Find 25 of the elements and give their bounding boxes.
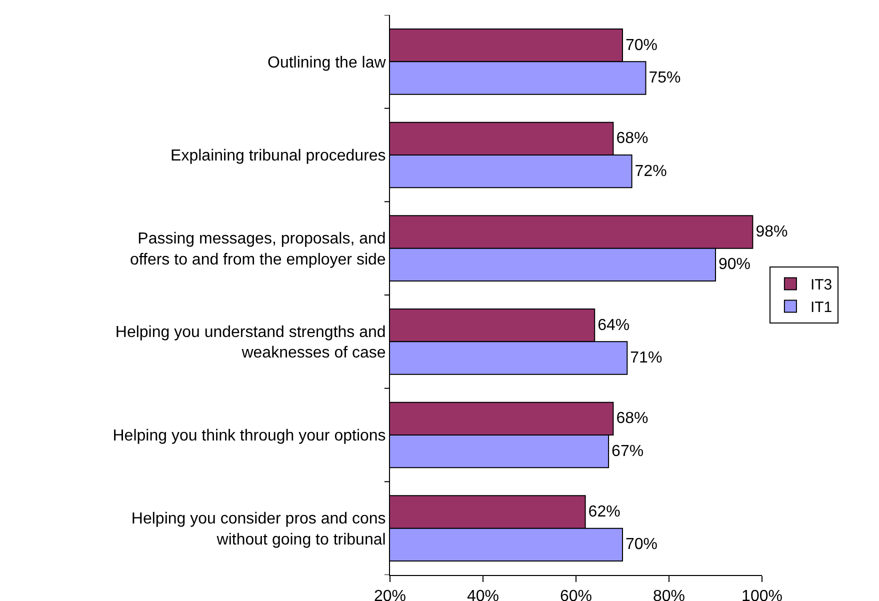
data-label: 68% <box>616 130 648 148</box>
data-label: 64% <box>598 316 630 334</box>
data-label: 70% <box>626 36 658 54</box>
data-label: 72% <box>634 162 667 180</box>
data-label: 71% <box>630 350 662 366</box>
legend-label: IT3 <box>810 276 832 294</box>
data-label: 62% <box>588 504 620 520</box>
data-label: 98% <box>756 224 788 240</box>
y-tick-label: Passing messages, proposals, and offers to and from the employer side <box>130 230 386 268</box>
y-tick-label: Explaining tribunal procedures <box>170 148 386 165</box>
data-label: 90% <box>718 256 751 274</box>
data-label: 68% <box>616 410 648 428</box>
legend-label: IT1 <box>810 299 832 316</box>
data-label: 75% <box>648 70 681 86</box>
x-tick-label: 80% <box>652 588 686 601</box>
x-tick-label: 20% <box>374 588 406 601</box>
data-label: 67% <box>612 442 644 460</box>
y-tick-label: Outlining the law <box>268 54 386 72</box>
data-label: 70% <box>626 536 658 554</box>
x-tick-label: 100% <box>742 588 782 601</box>
x-tick-label: 60% <box>560 588 592 601</box>
y-tick-label: Helping you think through your options <box>112 428 386 445</box>
y-tick-label: Helping you understand strengths and weaknesses of case <box>115 324 386 362</box>
x-tick-label: 40% <box>466 588 500 601</box>
y-tick-label: Helping you consider pros and cons without going to tribunal <box>131 510 386 548</box>
